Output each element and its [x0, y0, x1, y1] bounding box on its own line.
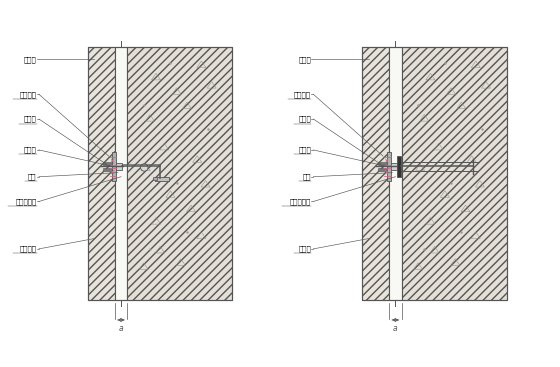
Text: 不锈鈢针: 不锈鈢针	[294, 91, 311, 98]
Text: 耳幸: 耳幸	[28, 174, 36, 180]
Text: 大理石: 大理石	[298, 56, 311, 63]
Bar	[88, 47, 232, 300]
Text: 大理石: 大理石	[24, 56, 36, 63]
Polygon shape	[88, 47, 115, 300]
Bar	[116, 163, 122, 170]
Bar	[387, 152, 391, 181]
Text: 耳压螺栓: 耳压螺栓	[20, 246, 36, 252]
Circle shape	[141, 164, 148, 171]
Text: 海尼条: 海尼条	[24, 116, 36, 122]
Bar	[104, 162, 112, 165]
Text: 海尼条: 海尼条	[298, 116, 311, 122]
Polygon shape	[402, 47, 507, 300]
Bar	[362, 47, 507, 300]
Text: 考耳胶: 考耳胶	[24, 147, 36, 153]
Text: 不锈鈢针: 不锈鈢针	[20, 91, 36, 98]
Polygon shape	[389, 47, 402, 300]
Text: a: a	[393, 324, 398, 334]
Text: 耳幸: 耳幸	[302, 174, 311, 180]
Polygon shape	[115, 47, 127, 300]
Polygon shape	[362, 47, 389, 300]
Text: 镞钉板支框: 镞钉板支框	[290, 198, 311, 205]
Bar	[391, 163, 396, 170]
Bar	[396, 156, 401, 177]
Bar	[104, 168, 112, 171]
Bar	[153, 177, 157, 181]
Polygon shape	[127, 47, 232, 300]
Text: 考耳胶: 考耳胶	[298, 147, 311, 153]
Text: a: a	[119, 324, 123, 334]
Text: 镞钉板支框: 镞钉板支框	[15, 198, 36, 205]
Bar	[155, 177, 169, 181]
Bar	[378, 162, 386, 165]
Bar	[378, 168, 386, 171]
Text: 预埋件: 预埋件	[298, 246, 311, 252]
Bar	[113, 152, 116, 181]
